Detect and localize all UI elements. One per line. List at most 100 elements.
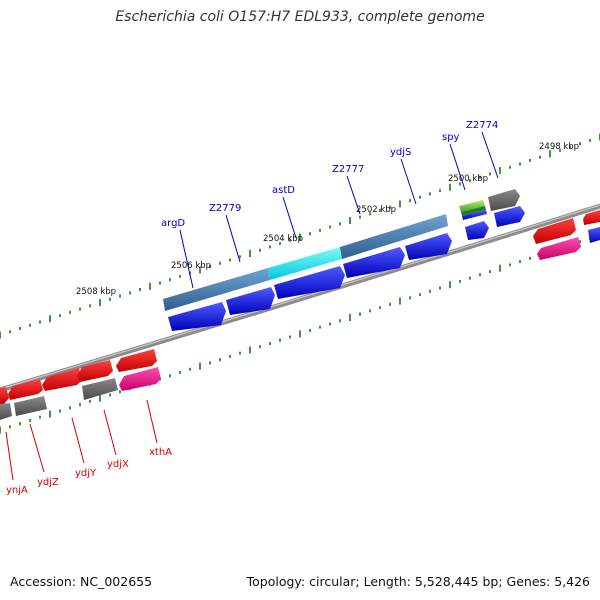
- tick-mark: [459, 279, 461, 283]
- tick-mark: [319, 228, 321, 232]
- tick-mark: [349, 314, 351, 321]
- forward-cds-arrow: [274, 266, 345, 299]
- forward-cds-track: [168, 206, 600, 331]
- tick-mark: [439, 286, 441, 290]
- tick-mark: [199, 362, 201, 370]
- gene-labels-top: argD Z2779 astD Z2777 ydjS spy Z2774: [161, 120, 499, 289]
- tick-mark: [379, 209, 381, 212]
- tick-mark: [319, 325, 321, 329]
- tick-mark: [239, 351, 241, 355]
- tick-mark: [89, 304, 91, 308]
- tick-mark: [339, 222, 341, 226]
- pink-feature: [119, 367, 161, 391]
- scale-label: 2504 kbp: [263, 234, 303, 244]
- gene-bar: [163, 214, 448, 311]
- tick-mark: [339, 319, 341, 323]
- tick-mark: [439, 189, 441, 193]
- upper-feature-track: [459, 189, 520, 220]
- tick-mark: [219, 261, 221, 265]
- tick-mark: [79, 307, 81, 311]
- tick-mark: [69, 310, 71, 314]
- reverse-cds-track-right: [533, 210, 600, 260]
- tick-mark: [409, 296, 411, 300]
- pink-feature: [537, 237, 581, 260]
- scale-label: 2502 kbp: [356, 205, 396, 215]
- tick-mark: [399, 297, 401, 305]
- tick-mark: [489, 172, 491, 176]
- tick-mark: [519, 260, 521, 264]
- reverse-cds-arrow: [583, 210, 600, 225]
- gray-feature: [82, 378, 118, 400]
- tick-mark: [579, 142, 581, 146]
- tick-mark: [399, 200, 401, 208]
- tick-mark: [199, 266, 201, 274]
- tick-mark: [509, 263, 511, 267]
- tick-mark: [259, 248, 261, 252]
- tick-mark: [39, 415, 41, 419]
- gene-label-xthA: xthA: [149, 447, 172, 458]
- gene-label-Z2779: Z2779: [209, 203, 241, 214]
- reverse-cds-arrow: [116, 349, 157, 372]
- tick-mark: [419, 195, 421, 199]
- reverse-cds-arrow: [8, 379, 43, 400]
- tick-mark: [49, 315, 51, 323]
- accession-text: Accession: NC_002655: [10, 574, 153, 589]
- forward-cds-arrow: [494, 206, 525, 227]
- forward-cds-arrow: [465, 221, 489, 240]
- forward-cds-arrow: [588, 227, 600, 243]
- tick-mark: [149, 282, 151, 290]
- tick-mark: [159, 281, 161, 285]
- tick-mark: [239, 255, 241, 259]
- forward-cds-arrow: [405, 233, 452, 260]
- tick-mark: [299, 330, 301, 338]
- tick-mark: [89, 399, 91, 403]
- tick-mark: [309, 232, 311, 236]
- tick-mark: [469, 276, 471, 280]
- tick-mark: [19, 327, 21, 330]
- topology-summary: Topology: circular; Length: 5,528,445 bp…: [246, 574, 590, 589]
- scale-label: 2498 kbp: [539, 142, 579, 152]
- tick-mark: [29, 419, 31, 422]
- tick-mark: [259, 345, 261, 349]
- gene-label-Z2777: Z2777: [332, 164, 364, 175]
- tick-mark: [539, 155, 541, 159]
- tick-mark: [209, 265, 211, 269]
- scale-label: 2500 kbp: [448, 174, 488, 184]
- tick-mark: [329, 322, 331, 326]
- gene-label-ydjZ: ydjZ: [37, 477, 59, 488]
- tick-mark: [409, 199, 411, 203]
- tick-mark: [459, 182, 461, 186]
- tick-mark: [0, 331, 1, 339]
- tick-mark: [39, 320, 41, 324]
- tick-mark: [489, 270, 491, 273]
- tick-mark: [79, 403, 81, 407]
- tick-mark: [419, 293, 421, 297]
- tick-mark: [109, 297, 111, 301]
- gene-label-spy: spy: [442, 132, 460, 143]
- green-feature: [459, 200, 485, 212]
- tick-mark: [469, 179, 471, 183]
- tick-mark: [289, 238, 291, 242]
- tick-mark: [429, 192, 431, 196]
- tick-mark: [229, 354, 231, 358]
- tick-mark: [129, 291, 131, 295]
- tick-mark: [359, 312, 361, 316]
- tick-mark: [529, 256, 531, 260]
- reverse-cds-arrow: [77, 360, 113, 382]
- tick-mark: [249, 346, 251, 354]
- tick-mark: [549, 150, 551, 158]
- tick-mark: [499, 167, 501, 175]
- tick-mark: [99, 394, 101, 402]
- tick-mark: [279, 242, 281, 246]
- tick-mark: [479, 175, 481, 179]
- reverse-cds-arrow: [0, 387, 9, 404]
- tick-mark: [209, 361, 211, 365]
- gray-feature: [14, 396, 47, 416]
- tick-mark: [0, 426, 1, 434]
- tick-mark: [119, 294, 121, 298]
- tick-mark: [369, 212, 371, 216]
- tick-mark: [9, 330, 11, 334]
- gene-label-ydjY: ydjY: [75, 468, 97, 479]
- tick-mark: [299, 233, 301, 241]
- tick-mark: [169, 374, 171, 378]
